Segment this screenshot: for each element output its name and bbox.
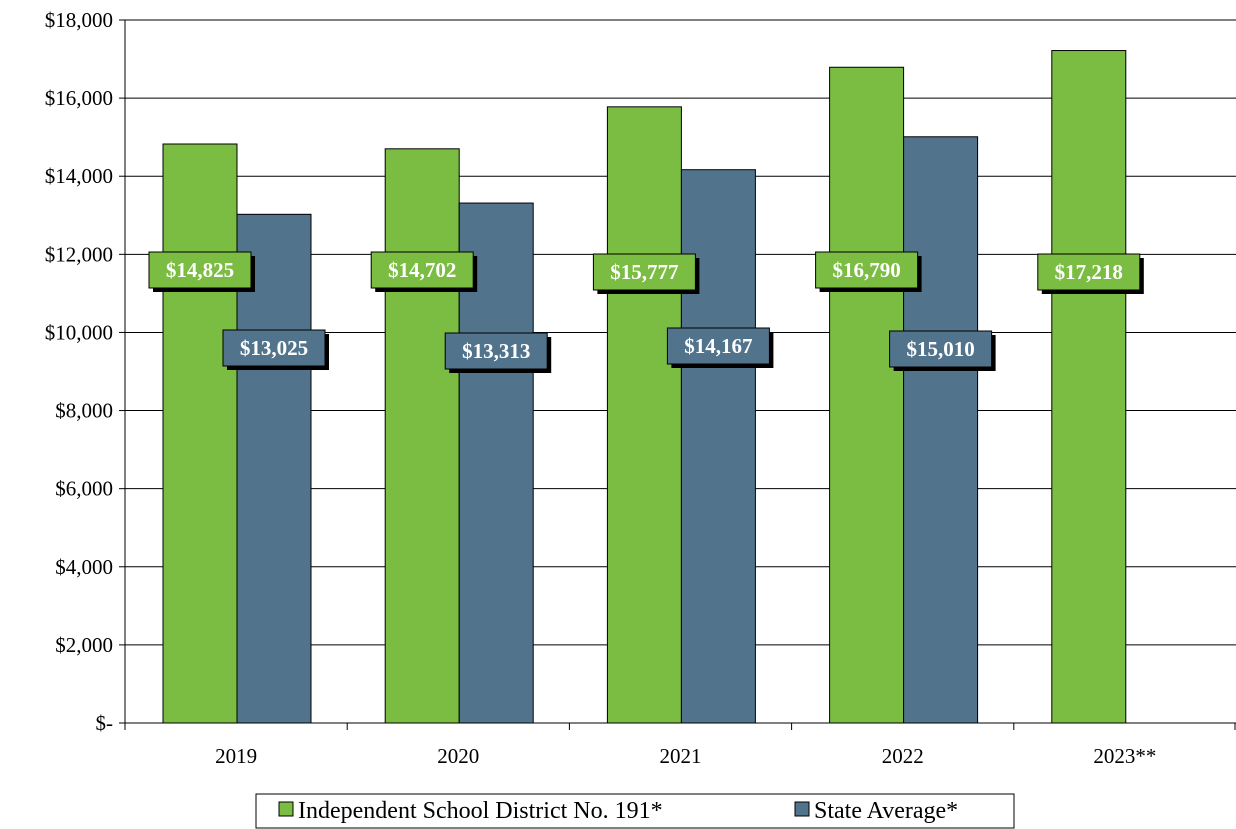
y-tick-label: $12,000 [45,242,113,266]
bars [162,50,1127,724]
legend-swatch-district [278,801,294,817]
bar [162,143,238,724]
data-label: $15,777 [610,260,678,284]
bar [1051,50,1127,724]
data-label-box [889,330,993,368]
data-label: $14,825 [166,258,234,282]
data-label-box [370,251,474,289]
data-label: $16,790 [832,258,900,282]
legend-swatch-state [794,801,810,817]
bar [903,136,979,724]
y-tick-label: $8,000 [55,399,113,423]
data-label: $17,218 [1055,260,1123,284]
data-label-box [444,332,548,370]
x-tick-label: 2019 [215,744,257,768]
y-tick-label: $6,000 [55,477,113,501]
axes [124,20,1236,724]
x-tick-label: 2022 [882,744,924,768]
data-label-box [592,253,696,291]
legend-box [255,793,1015,829]
x-tick-label: 2023** [1093,744,1156,768]
data-label-box [1037,253,1141,291]
y-tick-label: $14,000 [45,164,113,188]
y-axis-ticks: $- $2,000 $4,000 $6,000 $8,000 $10,000 $12,000… [45,8,125,735]
data-label-box [148,251,252,289]
data-label: $14,702 [388,258,456,282]
y-tick-label: $4,000 [55,555,113,579]
y-tick-label: $10,000 [45,320,113,344]
bar [606,106,682,724]
x-tick-label: 2020 [437,744,479,768]
y-tick-label: $- [96,711,114,735]
bar [236,213,312,724]
legend: Independent School District No. 191* Sta… [255,793,1015,829]
bar [680,169,756,724]
data-label-box [222,329,326,367]
x-tick-label: 2021 [660,744,702,768]
bar [384,148,460,724]
y-tick-label: $18,000 [45,8,113,32]
bar [829,66,905,724]
data-label: $13,313 [462,339,530,363]
data-label-box [815,251,919,289]
data-label: $13,025 [240,336,308,360]
data-label: $15,010 [906,337,974,361]
x-axis-ticks: 2019 2020 2021 2022 2023** [124,723,1236,768]
y-tick-label: $2,000 [55,633,113,657]
data-label-box [666,327,770,365]
y-tick-label: $16,000 [45,86,113,110]
data-label: $14,167 [684,334,752,358]
data-labels: $14,825 $13,025 $14,702 $13,313 $15,777 $14,1… [148,251,1144,373]
legend-label-state: State Average* [814,798,958,824]
legend-label-district: Independent School District No. 191* [298,798,663,824]
